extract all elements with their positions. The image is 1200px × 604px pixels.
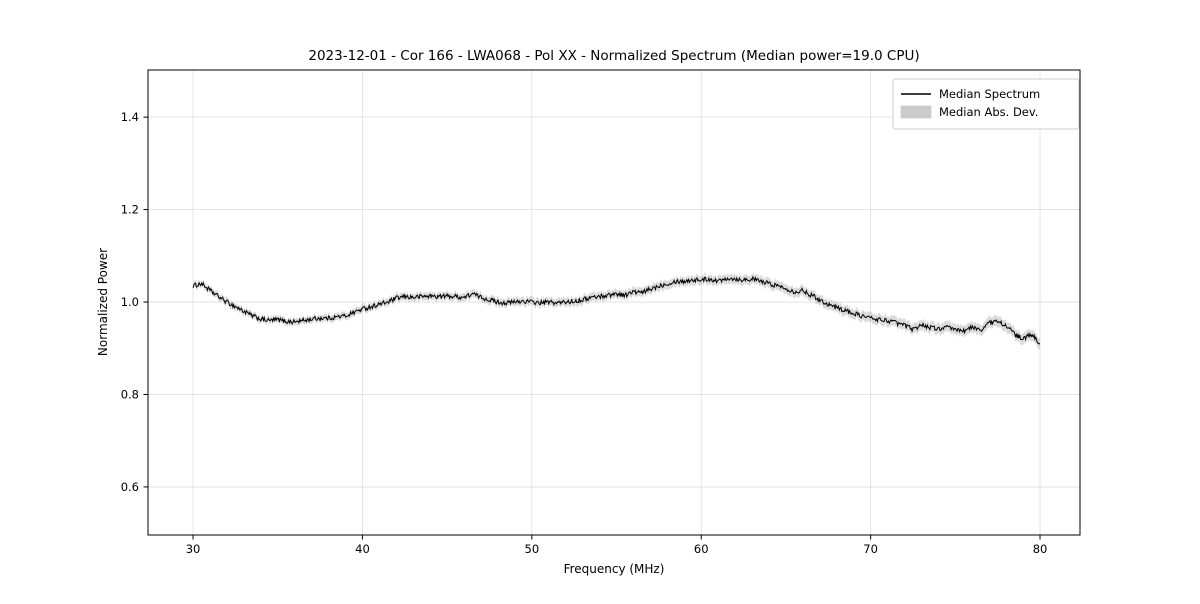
legend-label-median-abs-dev: Median Abs. Dev. [939,105,1038,119]
axis-ticks: 30 40 50 60 70 80 0.6 0.8 1.0 1.2 1.4 [121,110,1048,556]
y-tick-label: 1.2 [121,203,139,217]
axes-frame [147,69,1081,536]
x-tick-label: 30 [186,542,201,556]
legend-box [892,78,1080,130]
x-tick-label: 60 [694,542,709,556]
x-tick-label: 80 [1033,542,1048,556]
legend-band-sample [900,105,932,119]
median-spectrum-line [192,275,1041,345]
x-tick-label: 40 [355,542,370,556]
x-axis-label: Frequency (MHz) [564,562,665,576]
legend-label-median-spectrum: Median Spectrum [939,87,1040,101]
chart-title: 2023-12-01 - Cor 166 - LWA068 - Pol XX -… [308,48,919,64]
y-tick-label: 0.6 [121,480,139,494]
legend: Median Spectrum Median Abs. Dev. [892,78,1080,130]
y-tick-label: 1.0 [121,295,139,309]
x-tick-label: 70 [863,542,878,556]
y-tick-label: 0.8 [121,387,139,401]
grid-lines [148,70,1080,535]
median-abs-dev-area [193,272,1041,350]
y-axis-label: Normalized Power [96,248,110,356]
median-abs-dev-band [193,272,1041,350]
y-tick-label: 1.4 [121,110,139,124]
x-tick-label: 50 [525,542,540,556]
median-spectrum-path [192,275,1041,345]
